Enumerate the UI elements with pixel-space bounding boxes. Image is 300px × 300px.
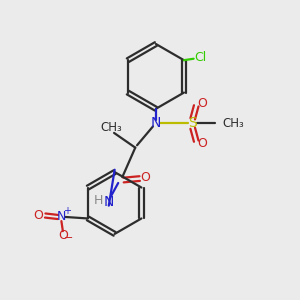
Text: CH₃: CH₃ bbox=[100, 121, 122, 134]
Text: O: O bbox=[197, 97, 207, 110]
Text: +: + bbox=[63, 206, 71, 215]
Text: N: N bbox=[57, 211, 66, 224]
Text: O: O bbox=[58, 229, 68, 242]
Text: O: O bbox=[34, 209, 44, 222]
Text: N: N bbox=[103, 195, 114, 209]
Text: O: O bbox=[140, 171, 150, 184]
Text: S: S bbox=[188, 116, 197, 130]
Text: CH₃: CH₃ bbox=[222, 117, 244, 130]
Text: Cl: Cl bbox=[194, 51, 206, 64]
Text: H: H bbox=[94, 194, 103, 207]
Text: −: − bbox=[64, 233, 74, 243]
Text: N: N bbox=[151, 116, 161, 130]
Text: O: O bbox=[197, 137, 207, 150]
